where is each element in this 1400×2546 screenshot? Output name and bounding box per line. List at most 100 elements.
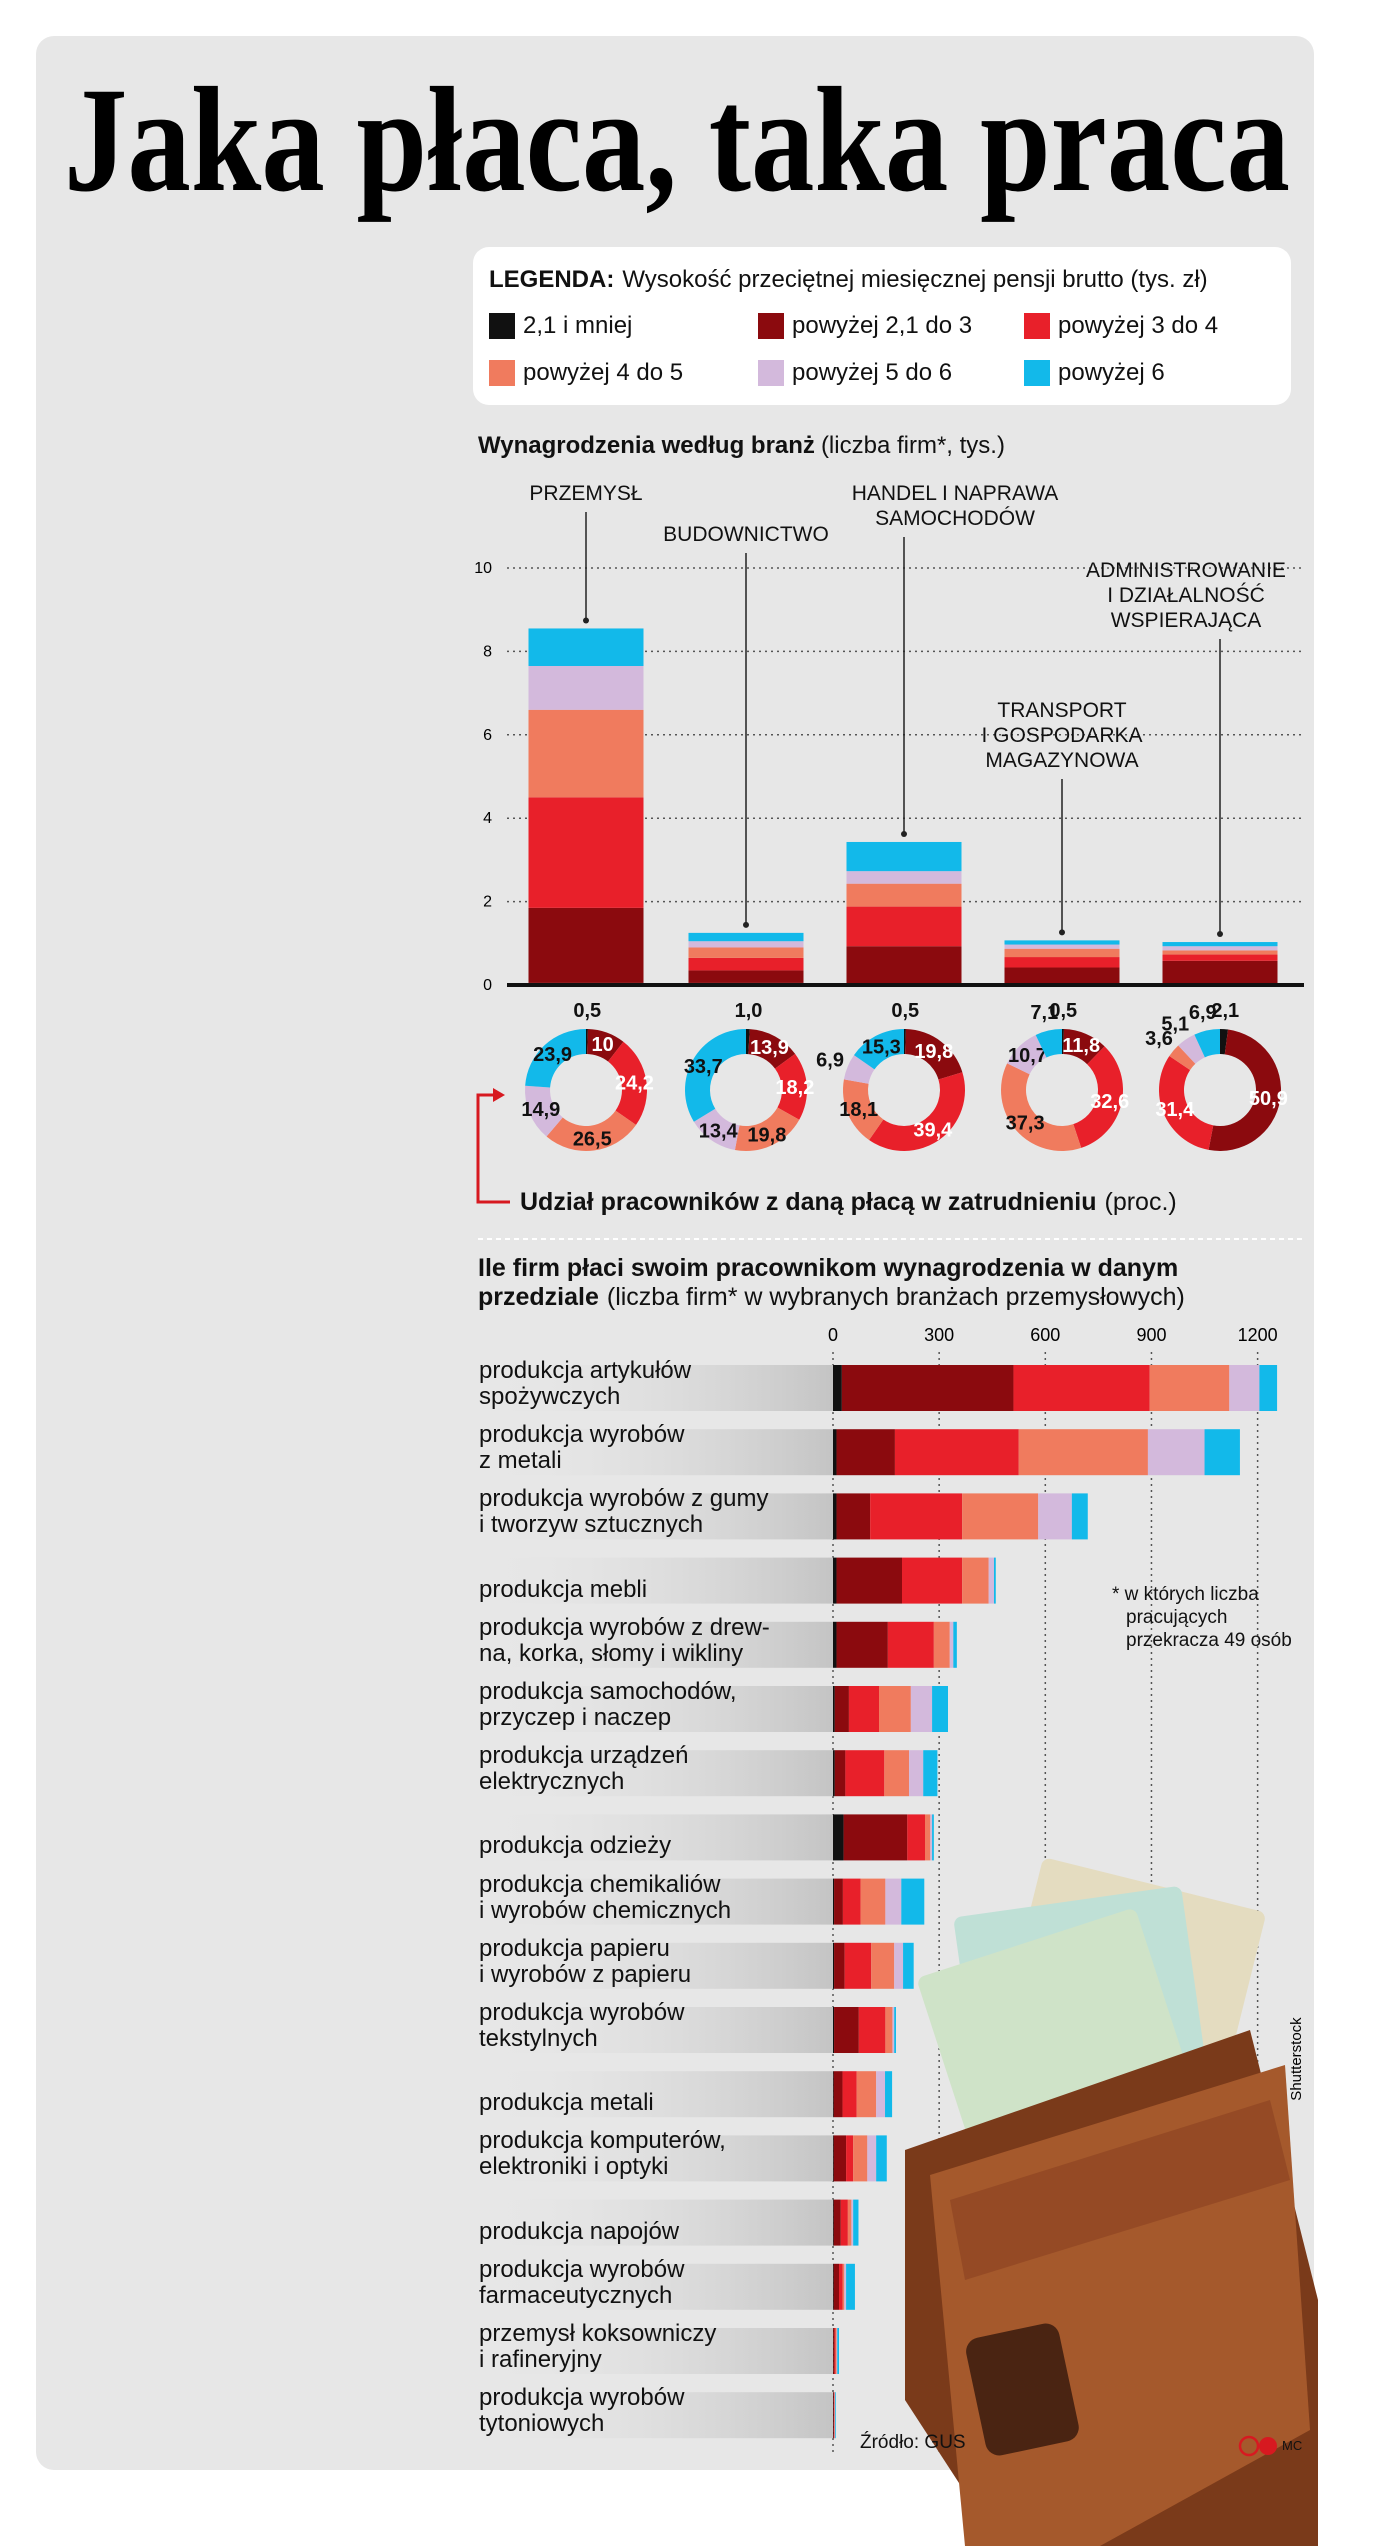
legend-swatch: [1024, 313, 1050, 339]
row-background: [478, 1878, 833, 1925]
y-tick-label: 6: [483, 727, 492, 744]
bar-segment: [833, 1429, 837, 1476]
donut-slice: [904, 1029, 906, 1055]
bar-segment: [1204, 1429, 1240, 1476]
category-label: produkcja napojów: [479, 2217, 680, 2245]
copyright-icon: [1238, 2435, 1260, 2457]
row-background: [478, 1365, 833, 1411]
donut-label: 6,9: [1189, 1002, 1217, 1024]
bar-segment: [923, 1750, 938, 1797]
donut-slice: [685, 1029, 746, 1122]
bar-segment: [845, 1750, 885, 1797]
bar-segment: [902, 1557, 963, 1604]
x-tick-label: 600: [1030, 1325, 1060, 1345]
y-tick-label: 8: [483, 643, 492, 660]
bar-segment: [1162, 960, 1278, 984]
bar-segment: [833, 2071, 834, 2118]
bar-segment: [858, 2007, 886, 2053]
donut-label: 18,1: [839, 1099, 878, 1121]
bar-segment: [833, 2135, 834, 2182]
bar-segment: [846, 841, 962, 872]
bar-segment: [907, 1814, 925, 1861]
donut-slice: [734, 1107, 800, 1151]
category-label: produkcja urządzeń elektrycznych: [479, 1742, 689, 1796]
bar-segment: [932, 1814, 934, 1861]
category-label: produkcja wyrobów farmaceutycznych: [479, 2255, 685, 2309]
row-background: [478, 2392, 833, 2439]
caption: Udział pracowników z daną płacą w zatrud…: [520, 1188, 1177, 1217]
category-label: produkcja artykułów spożywczych: [479, 1357, 692, 1410]
bar-segment: [833, 2392, 835, 2439]
bar-segment: [837, 2328, 840, 2374]
legend-swatch: [489, 313, 515, 339]
bar-segment: [856, 2071, 877, 2118]
row-background: [478, 1557, 833, 1604]
bar-segment: [528, 628, 644, 666]
bar-segment: [930, 1814, 933, 1861]
bar-segment: [846, 2135, 854, 2182]
leader-dot: [583, 617, 589, 624]
bar-segment: [842, 2263, 845, 2310]
donut-slice: [1063, 1029, 1105, 1065]
bar-segment: [1162, 950, 1278, 955]
x-tick-label: 300: [924, 1325, 954, 1345]
donut-slice: [525, 1085, 563, 1137]
donut-label: 10: [591, 1034, 613, 1056]
bar-segment: [836, 2328, 838, 2374]
donut-slice: [693, 1108, 740, 1150]
donut-slice: [1220, 1029, 1229, 1055]
bar-segment: [836, 1621, 888, 1668]
bar-segment: [846, 946, 962, 984]
y-tick-label: 4: [483, 810, 492, 827]
category-label: TRANSPORT I GOSPODARKA MAGAZYNOWA: [981, 699, 1143, 772]
caption-main: Udział pracowników z daną płacą w zatrud…: [520, 1188, 1097, 1216]
bar-segment: [1013, 1365, 1150, 1411]
bar-segment: [884, 1750, 910, 1797]
donut-label: 15,3: [862, 1037, 901, 1059]
legend-label: powyżej 2,1 do 3: [792, 312, 973, 339]
category-label: produkcja odzieży: [479, 1832, 672, 1860]
donut-slice: [1073, 1046, 1123, 1148]
donut-label: 0,5: [891, 1000, 919, 1022]
row-background: [478, 2071, 833, 2118]
legend-label: 2,1 i mniej: [523, 312, 633, 339]
bar-segment: [834, 2328, 836, 2374]
bar-segment: [894, 2007, 896, 2053]
bar-segment: [1004, 948, 1120, 958]
donut-slice: [869, 1072, 966, 1151]
donut-slice: [1000, 1063, 1082, 1152]
bar-segment: [1229, 1365, 1260, 1411]
category-label: PRZEMYSŁ: [529, 482, 643, 505]
bar-segment: [688, 957, 804, 971]
category-label: produkcja papieru i wyrobów z papieru: [479, 1934, 692, 1988]
bar-segment: [833, 1621, 837, 1668]
bar-segment: [846, 871, 962, 884]
row-background: [478, 1686, 833, 1732]
leader-dot: [1217, 931, 1223, 938]
bar-segment: [528, 797, 644, 908]
donut-label: 3,6: [1145, 1028, 1173, 1050]
legend-swatch: [489, 360, 515, 386]
donut-slice: [746, 1029, 750, 1055]
row-background: [478, 1814, 833, 1861]
bar-segment: [1162, 954, 1278, 961]
donut-slice: [608, 1041, 647, 1125]
bar-segment: [910, 1686, 933, 1732]
wallet-illustration: [905, 1858, 1318, 2546]
bar-segment: [834, 1942, 845, 1989]
donut-slice: [1169, 1045, 1196, 1070]
bar-segment: [851, 2199, 854, 2246]
bar-segment: [1018, 1429, 1148, 1476]
donut-label: 0,5: [1049, 1000, 1077, 1022]
bar-segment: [901, 1878, 925, 1925]
bar-segment: [844, 2263, 847, 2310]
donut-slice: [905, 1029, 963, 1080]
legend-box: [473, 247, 1291, 405]
row-background: [478, 2263, 833, 2310]
bar-segment: [1004, 940, 1120, 945]
bar-segment: [846, 2263, 855, 2310]
phonogram-icon: [1259, 2437, 1277, 2455]
bar-segment: [1071, 1493, 1088, 1540]
x-tick-label: 900: [1136, 1325, 1166, 1345]
legend-label: powyżej 5 do 6: [792, 359, 953, 386]
